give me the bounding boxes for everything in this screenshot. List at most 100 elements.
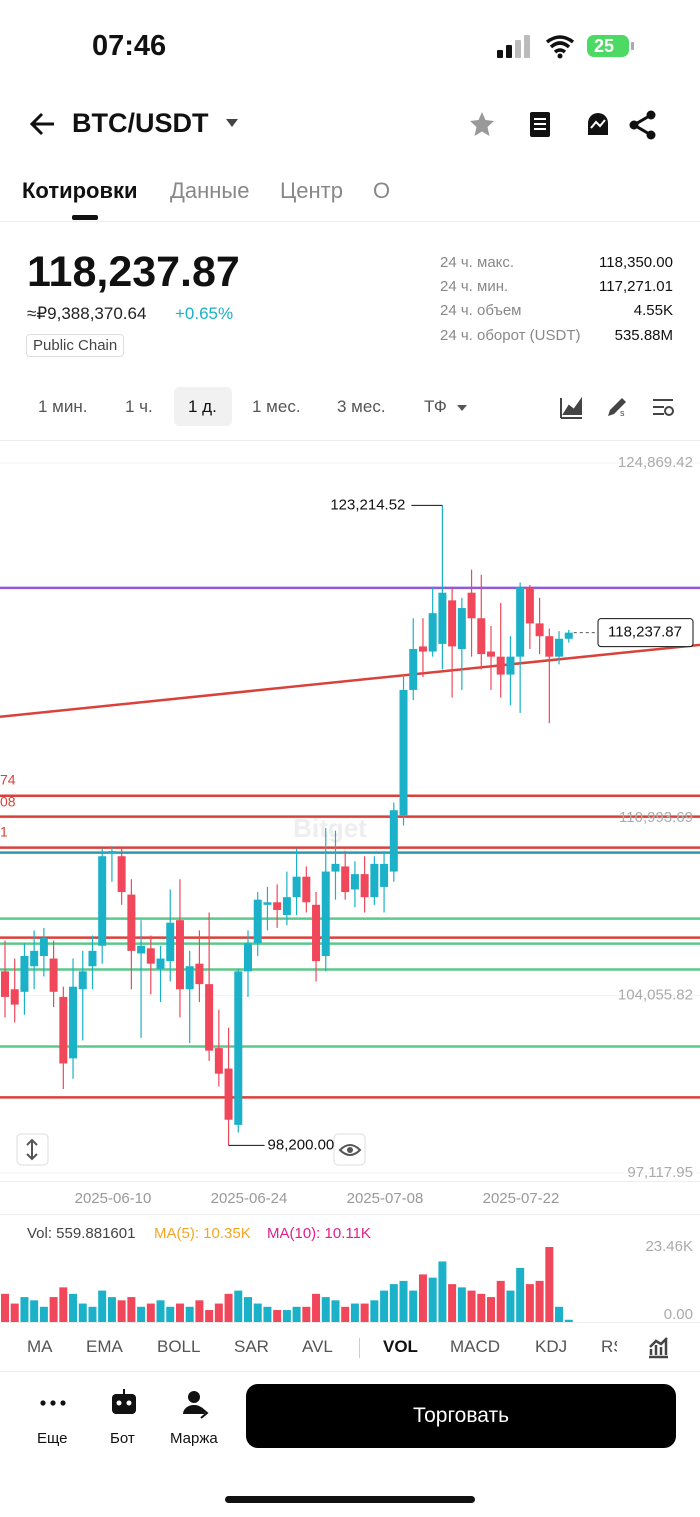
y-tick-label: 104,055.82	[618, 986, 693, 1003]
candle-body	[30, 950, 39, 967]
volume-bar	[234, 1290, 243, 1323]
indicator[interactable]: KDJ	[535, 1337, 568, 1356]
stat-label: 24 ч. мин.	[440, 278, 509, 295]
status-icons	[497, 35, 634, 59]
volume-bar	[477, 1293, 486, 1323]
indicator[interactable]: SAR	[234, 1337, 269, 1356]
candle-body	[1, 971, 9, 997]
timeframe[interactable]: 1 мин.	[38, 397, 88, 416]
level-label: 74	[0, 772, 16, 788]
candle-body	[137, 945, 146, 954]
tag: Public Chain	[26, 334, 125, 357]
volume-bar	[545, 1247, 554, 1323]
volume-label: Vol: 559.881601	[27, 1225, 135, 1242]
timeframe-selected-bg	[174, 387, 232, 426]
candle-body	[292, 876, 301, 898]
volume-bar	[10, 1303, 19, 1323]
volume-bar	[146, 1303, 155, 1323]
candle-body	[341, 866, 350, 893]
home-indicator	[225, 1496, 475, 1503]
candle-body	[467, 592, 476, 619]
tab[interactable]: Центр	[280, 178, 343, 203]
volume-bar	[253, 1303, 262, 1323]
volume-bar	[273, 1310, 282, 1323]
stat-label: 24 ч. оборот (USDT)	[440, 327, 581, 344]
candle-body	[399, 689, 408, 816]
volume-bar	[166, 1306, 175, 1323]
candle-body	[477, 618, 486, 655]
indicator[interactable]: MACD	[450, 1337, 501, 1356]
bottom-item[interactable]: Бот	[110, 1430, 135, 1447]
timeframe[interactable]: ТФ	[424, 397, 447, 416]
y-tick-label: 97,117.95	[627, 1164, 693, 1181]
x-tick-label: 2025-06-10	[75, 1190, 152, 1207]
indicator[interactable]: BOLL	[157, 1337, 201, 1356]
candle-body	[545, 636, 554, 657]
volume-bar	[360, 1303, 369, 1323]
candle-body	[224, 1068, 233, 1120]
volume-bar	[137, 1306, 146, 1323]
candle-body	[195, 963, 204, 985]
candle-body	[331, 863, 340, 872]
volume-bar	[302, 1306, 311, 1323]
volume-bar	[59, 1287, 68, 1323]
candle-body	[496, 656, 505, 675]
indicator[interactable]: MA	[27, 1337, 53, 1356]
volume-bar	[30, 1300, 39, 1323]
candle-body	[185, 966, 194, 990]
indicator[interactable]: EMA	[86, 1337, 123, 1356]
candle-body	[107, 851, 116, 854]
volume-bar	[1, 1293, 9, 1323]
volume-bar	[321, 1297, 330, 1323]
bottom-item[interactable]: Еще	[37, 1430, 68, 1447]
volume-bar	[350, 1303, 359, 1323]
chart-tools[interactable]: s	[558, 394, 678, 422]
pair-title[interactable]: BTC/USDT	[72, 108, 209, 138]
volume-bar	[292, 1306, 301, 1323]
x-tick-label: 2025-06-24	[211, 1190, 288, 1207]
tab[interactable]: Котировки	[22, 178, 138, 203]
candle-body	[253, 899, 262, 944]
candle-body	[457, 608, 466, 649]
indicator-settings[interactable]	[646, 1335, 670, 1359]
volume-bar	[516, 1267, 525, 1323]
bottom-item[interactable]: Маржа	[170, 1430, 218, 1447]
candle-body	[506, 656, 515, 675]
candle-body	[564, 632, 573, 639]
volume-bar	[195, 1300, 204, 1323]
timeframe[interactable]: 1 д.	[188, 397, 217, 416]
pair-dropdown[interactable]	[225, 118, 239, 128]
candle-body	[409, 648, 418, 690]
trade-button[interactable]: Торговать	[246, 1384, 676, 1448]
volume-bar	[409, 1290, 418, 1323]
candle-body	[282, 897, 291, 916]
candle-body	[360, 874, 369, 898]
candle-body	[39, 938, 48, 956]
header-actions[interactable]	[468, 110, 668, 140]
candle-body	[244, 943, 252, 972]
back-button[interactable]	[28, 110, 58, 138]
indicator[interactable]: VOL	[383, 1337, 418, 1356]
timeframe[interactable]: 1 мес.	[252, 397, 301, 416]
candle-body	[10, 989, 19, 1005]
timeframe[interactable]: 1 ч.	[125, 397, 153, 416]
price-tag	[597, 618, 694, 648]
candle-body	[263, 902, 272, 905]
scale-icon	[26, 1138, 38, 1161]
volume-bar	[156, 1300, 165, 1323]
timeframe-dropdown[interactable]	[456, 404, 468, 412]
status-time: 07:46	[92, 30, 167, 62]
indicator[interactable]: AVL	[302, 1337, 333, 1356]
candle-body	[98, 856, 107, 946]
volume-bar	[448, 1284, 457, 1323]
volume-bar	[214, 1303, 223, 1323]
volume-ma5: MA(5): 10.35K	[154, 1225, 251, 1242]
indicator[interactable]: RSI	[601, 1337, 617, 1356]
bottom-icons	[40, 1389, 209, 1419]
timeframe[interactable]: 3 мес.	[337, 397, 386, 416]
volume-bar	[496, 1280, 505, 1323]
tab[interactable]: О	[373, 178, 391, 203]
x-tick-label: 2025-07-08	[347, 1190, 424, 1207]
candle-body	[370, 863, 379, 898]
tab[interactable]: Данные	[170, 178, 250, 203]
